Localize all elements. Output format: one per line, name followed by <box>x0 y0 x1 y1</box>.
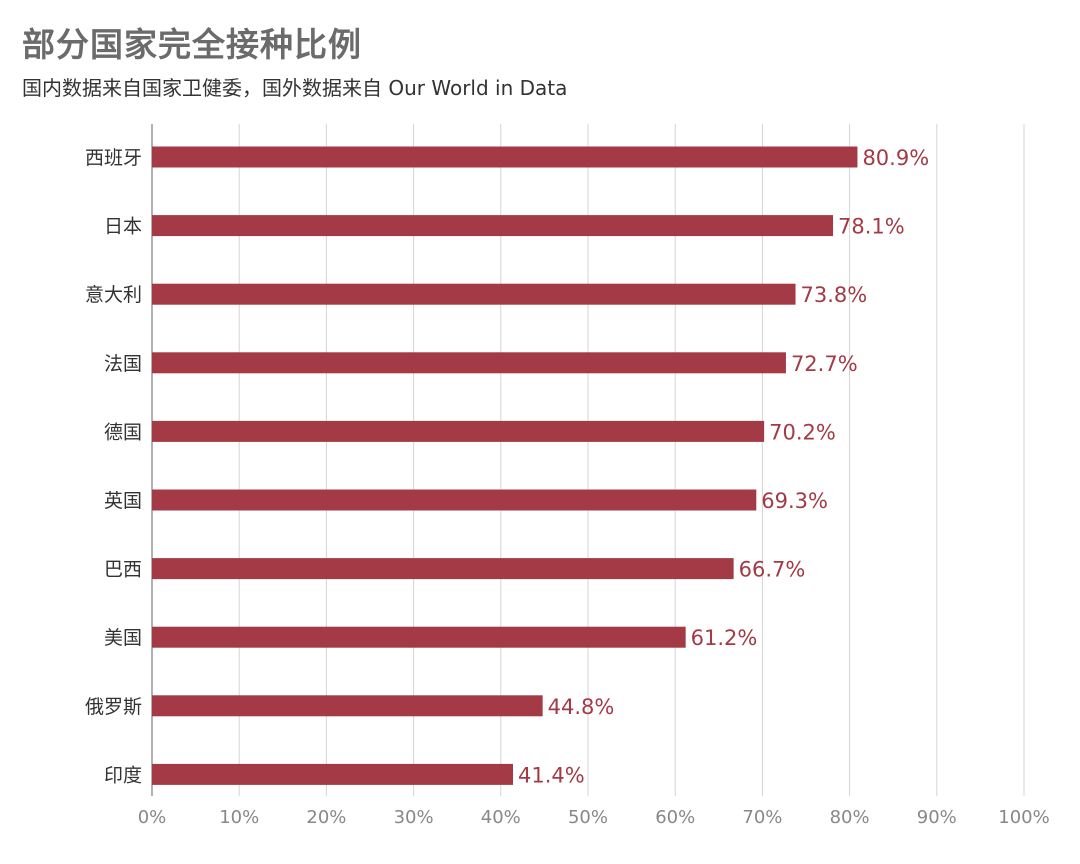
value-label: 78.1% <box>838 215 905 239</box>
bar <box>152 695 543 717</box>
category-label: 印度 <box>104 764 142 786</box>
x-tick-label: 40% <box>481 807 521 828</box>
bar <box>152 626 686 648</box>
bar <box>152 215 834 237</box>
value-label: 44.8% <box>548 695 615 719</box>
category-label: 法国 <box>104 353 142 375</box>
chart-subtitle: 国内数据来自国家卫健委，国外数据来自 Our World in Data <box>22 76 568 100</box>
bar <box>152 283 796 305</box>
value-label: 73.8% <box>801 283 868 307</box>
category-label: 日本 <box>104 216 142 238</box>
x-tick-label: 100% <box>998 807 1049 828</box>
category-label: 西班牙 <box>85 147 142 169</box>
bar <box>152 763 514 785</box>
bar <box>152 489 757 511</box>
x-tick-label: 10% <box>219 807 259 828</box>
value-label: 66.7% <box>739 558 806 582</box>
bar <box>152 420 765 442</box>
category-label: 德国 <box>104 421 142 443</box>
x-tick-label: 90% <box>917 807 957 828</box>
value-label: 61.2% <box>691 626 758 650</box>
x-tick-label: 0% <box>138 807 167 828</box>
x-tick-label: 20% <box>306 807 346 828</box>
category-label: 英国 <box>104 490 142 512</box>
category-label: 巴西 <box>104 559 142 581</box>
x-tick-label: 30% <box>394 807 434 828</box>
bar <box>152 352 786 374</box>
chart-title: 部分国家完全接种比例 <box>22 25 362 64</box>
labels: 0% 10% 20% 30% 40% 50% 60% 70% 80% 90% 100% 西班牙 80.9… <box>85 146 1050 828</box>
bar <box>152 558 734 580</box>
value-label: 70.2% <box>769 420 836 444</box>
x-tick-label: 80% <box>830 807 870 828</box>
category-label: 意大利 <box>85 284 142 306</box>
value-label: 72.7% <box>791 352 858 376</box>
x-tick-label: 50% <box>568 807 608 828</box>
value-label: 80.9% <box>862 146 929 170</box>
x-tick-label: 60% <box>655 807 695 828</box>
value-label: 69.3% <box>761 489 828 513</box>
value-label: 41.4% <box>518 763 585 787</box>
bar <box>152 146 858 168</box>
bars <box>152 146 858 785</box>
category-label: 美国 <box>104 627 142 649</box>
category-label: 俄罗斯 <box>85 696 142 718</box>
x-tick-label: 70% <box>742 807 782 828</box>
